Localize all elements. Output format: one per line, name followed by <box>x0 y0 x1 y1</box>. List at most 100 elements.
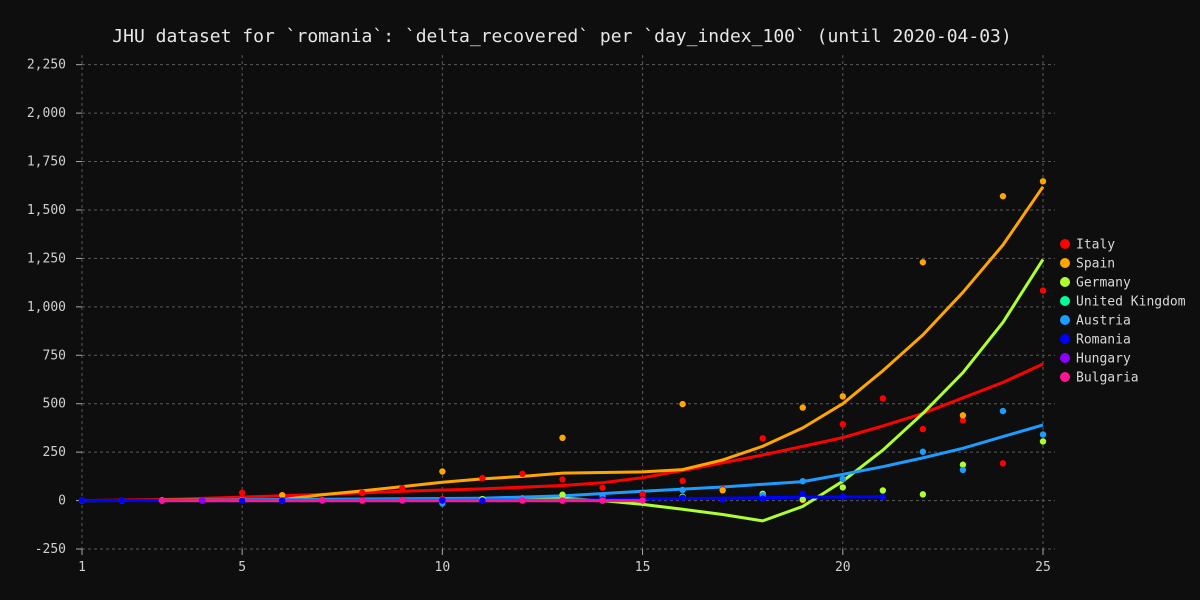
data-point-bulgaria <box>319 496 326 504</box>
data-point-italy <box>559 476 566 483</box>
legend-label-bulgaria: Bulgaria <box>1076 371 1139 386</box>
data-point-bulgaria <box>639 497 646 504</box>
legend-label-romania: Romania <box>1076 333 1131 348</box>
chart-title: JHU dataset for `romania`: `delta_recove… <box>112 26 1011 47</box>
data-point-austria <box>1039 431 1047 438</box>
y-tick-label: 0 <box>58 494 66 509</box>
x-tick-label: 10 <box>435 560 451 575</box>
y-tick-label: 2,000 <box>27 106 66 121</box>
data-point-germany <box>559 491 566 498</box>
y-tick-label: 1,750 <box>27 155 66 170</box>
x-tick-label: 25 <box>1035 560 1051 575</box>
data-point-austria <box>999 407 1007 415</box>
data-point-germany <box>799 496 806 503</box>
data-point-romania <box>799 490 806 497</box>
data-point-germany <box>839 484 846 491</box>
legend-label-hungary: Hungary <box>1076 352 1131 367</box>
data-point-romania <box>118 497 126 504</box>
data-point-austria <box>959 466 967 474</box>
y-axis-ticks: -250 0 250 500 750 1,000 1,250 1,500 1,750 2,000 2… <box>27 58 82 557</box>
data-point-bulgaria <box>359 497 366 504</box>
legend-marker-bulgaria <box>1060 372 1070 382</box>
data-point-austria <box>839 475 846 483</box>
plot-area <box>78 178 1047 523</box>
data-point-italy <box>959 417 967 424</box>
legend-label-germany: Germany <box>1076 276 1131 291</box>
data-point-italy <box>839 421 846 428</box>
data-point-spain <box>919 259 927 266</box>
legend-label-united-kingdom: United Kingdom <box>1076 295 1186 310</box>
data-point-germany <box>919 491 927 498</box>
data-point-romania <box>279 497 286 504</box>
legend-marker-italy <box>1060 239 1070 249</box>
data-point-austria <box>919 448 927 455</box>
legend-marker-austria <box>1060 315 1070 325</box>
legend-label-spain: Spain <box>1076 257 1115 272</box>
data-point-spain <box>679 400 686 408</box>
data-point-romania <box>839 493 846 500</box>
y-tick-label: 750 <box>43 348 66 363</box>
data-point-romania <box>879 493 887 501</box>
legend-label-italy: Italy <box>1076 238 1115 253</box>
data-point-italy <box>919 425 927 433</box>
data-point-italy <box>599 484 606 491</box>
data-point-italy <box>999 460 1007 467</box>
data-point-italy <box>1039 287 1047 294</box>
x-tick-label: 5 <box>238 560 246 575</box>
y-tick-label: 250 <box>43 445 66 460</box>
data-point-spain <box>719 487 726 494</box>
x-tick-label: 15 <box>635 560 651 575</box>
data-point-germany <box>959 461 967 468</box>
data-point-italy <box>359 489 366 497</box>
legend-marker-united-kingdom <box>1060 296 1070 306</box>
data-point-spain <box>439 468 446 475</box>
data-point-italy <box>238 489 246 497</box>
data-point-italy <box>879 395 887 402</box>
data-point-austria <box>799 477 806 485</box>
data-point-italy <box>639 490 646 498</box>
y-tick-label: 1,250 <box>27 251 66 266</box>
data-point-spain <box>279 491 286 499</box>
y-tick-label: 2,250 <box>27 58 66 73</box>
data-point-austria <box>679 486 686 494</box>
data-point-bulgaria <box>158 497 166 504</box>
y-tick-label: -250 <box>35 542 66 557</box>
data-point-italy <box>399 484 406 492</box>
data-point-italy <box>519 470 526 478</box>
data-point-germany <box>1039 438 1047 445</box>
legend-marker-hungary <box>1060 353 1070 363</box>
legend-marker-spain <box>1060 258 1070 268</box>
data-point-bulgaria <box>519 497 526 504</box>
data-point-romania <box>439 497 446 504</box>
data-point-italy <box>479 474 486 482</box>
grid <box>81 55 1055 550</box>
data-point-bulgaria <box>599 497 606 504</box>
data-point-spain <box>799 404 806 411</box>
data-point-romania <box>479 497 486 504</box>
data-point-bulgaria <box>399 496 406 504</box>
data-point-romania <box>679 494 686 501</box>
data-point-romania <box>759 495 766 502</box>
data-point-spain <box>1039 178 1047 185</box>
trend-line-spain <box>282 185 1045 502</box>
data-point-spain <box>839 393 846 400</box>
data-point-romania <box>238 497 246 504</box>
x-axis-ticks: 1 5 10 15 20 25 <box>78 549 1051 575</box>
legend: Italy Spain Germany United Kingdom Austria Ro… <box>1060 238 1186 386</box>
legend-marker-romania <box>1060 334 1070 344</box>
x-tick-label: 20 <box>835 560 851 575</box>
data-point-spain <box>959 412 967 419</box>
data-point-spain <box>559 434 566 442</box>
data-point-bulgaria <box>559 497 566 504</box>
data-point-romania <box>78 497 86 504</box>
legend-marker-germany <box>1060 277 1070 287</box>
data-point-germany <box>879 487 887 494</box>
data-point-romania <box>719 496 726 503</box>
y-tick-label: 1,000 <box>27 300 66 315</box>
data-point-italy <box>679 477 686 485</box>
legend-label-austria: Austria <box>1076 314 1131 329</box>
data-point-hungary <box>198 497 206 504</box>
data-point-italy <box>759 435 766 442</box>
y-tick-label: 1,500 <box>27 203 66 218</box>
